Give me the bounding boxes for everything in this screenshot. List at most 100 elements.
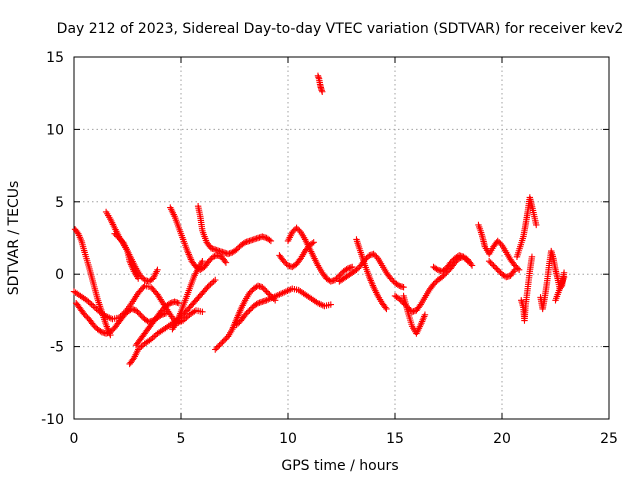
data-point — [533, 221, 540, 229]
axis-ticks — [73, 56, 610, 420]
x-tick-label: 0 — [70, 431, 79, 447]
data-point — [90, 321, 97, 329]
data-point — [154, 266, 161, 274]
data-point — [115, 234, 123, 242]
data-point — [246, 307, 253, 314]
data-point — [135, 310, 143, 317]
data-point — [117, 236, 124, 243]
data-point — [217, 340, 225, 347]
data-point — [264, 289, 272, 297]
data-point — [199, 308, 206, 316]
data-point — [120, 312, 127, 320]
y-tick-label: 15 — [46, 50, 64, 66]
data-point — [296, 256, 303, 263]
x-tick-label: 10 — [279, 431, 297, 447]
chart-title: Day 212 of 2023, Sidereal Day-to-day VTE… — [57, 21, 624, 37]
data-point — [137, 311, 144, 318]
data-point — [233, 246, 240, 253]
data-point — [199, 257, 206, 265]
data-point — [290, 227, 297, 234]
data-point — [560, 273, 568, 281]
data-point — [222, 259, 230, 266]
data-point — [253, 300, 260, 308]
data-point — [135, 275, 142, 282]
data-point — [467, 260, 475, 268]
data-point — [165, 300, 173, 308]
data-point — [487, 259, 494, 266]
data-point — [528, 253, 536, 261]
data-point — [383, 305, 390, 313]
data-point — [510, 268, 517, 275]
data-point — [485, 257, 493, 265]
data-point — [294, 226, 302, 233]
data-point — [108, 327, 116, 334]
data-point — [162, 310, 170, 317]
y-tick-label: -5 — [50, 340, 64, 356]
data-point — [495, 268, 503, 275]
y-tick-label: -10 — [41, 412, 64, 428]
data-point — [221, 257, 229, 265]
data-point — [336, 272, 343, 279]
data-point — [280, 257, 287, 265]
data-point — [488, 260, 496, 268]
x-tick-label: 5 — [177, 431, 186, 447]
data-point — [208, 279, 216, 287]
data-point — [371, 252, 379, 259]
data-point — [327, 301, 334, 308]
data-point — [97, 327, 104, 335]
data-point — [91, 323, 98, 330]
data-point — [246, 289, 253, 297]
data-point — [114, 233, 121, 240]
x-tick-label: 25 — [600, 431, 618, 447]
data-point — [212, 276, 219, 284]
data-point — [493, 265, 500, 272]
data-point — [263, 288, 270, 295]
data-point — [400, 284, 407, 291]
data-point — [207, 281, 214, 288]
data-point — [309, 240, 316, 247]
data-point — [463, 256, 470, 263]
data-point — [334, 273, 342, 281]
data-point — [388, 276, 396, 284]
data-point — [134, 308, 141, 316]
data-point — [511, 266, 519, 274]
y-tick-label: 0 — [55, 267, 64, 283]
data-point — [296, 227, 303, 234]
data-point — [81, 311, 88, 318]
data-point — [240, 240, 247, 247]
data-point — [243, 310, 250, 317]
data-point — [281, 259, 289, 266]
data-point — [242, 311, 249, 318]
data-point — [343, 266, 350, 273]
data-point — [267, 237, 275, 245]
y-tick-label: 5 — [55, 195, 64, 211]
data-point — [460, 253, 467, 261]
data-point — [111, 230, 118, 237]
data-point — [495, 239, 503, 246]
data-point — [216, 341, 223, 349]
data-point — [468, 262, 476, 269]
data-point — [319, 88, 326, 95]
data-point — [233, 321, 240, 329]
data-point — [121, 311, 128, 318]
data-point — [88, 301, 95, 308]
data-point — [394, 281, 402, 289]
data-point — [333, 275, 340, 282]
data-point — [214, 343, 222, 350]
plot-frame — [73, 56, 610, 420]
data-point — [464, 257, 471, 265]
data-point — [204, 284, 211, 291]
data-point — [140, 284, 147, 291]
data-point — [247, 288, 255, 295]
data-point — [293, 224, 300, 232]
y-axis-title: SDTVAR / TECUs — [6, 181, 22, 296]
data-point — [222, 336, 229, 343]
tick-labels: 0 5 10 15 20 25 -10 -5 0 5 10 15 — [41, 50, 618, 447]
data-point — [112, 231, 120, 239]
data-point — [461, 255, 469, 262]
data-point — [91, 304, 99, 311]
x-tick-label: 15 — [386, 431, 404, 447]
data-point — [175, 299, 183, 307]
data-point — [387, 275, 394, 282]
data-point — [90, 302, 97, 310]
